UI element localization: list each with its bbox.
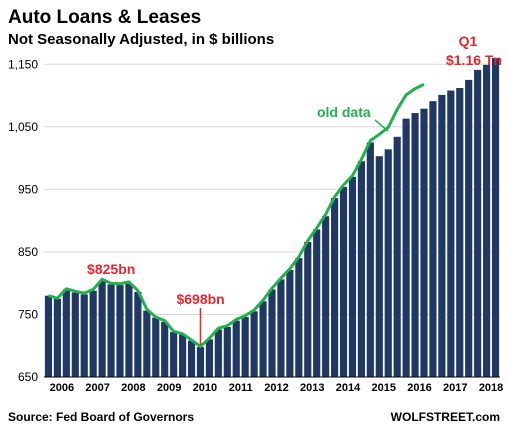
bar bbox=[205, 339, 213, 377]
bar bbox=[89, 290, 97, 377]
bar bbox=[295, 258, 303, 377]
bar bbox=[304, 241, 312, 377]
y-tick-label: 1,050 bbox=[8, 120, 38, 134]
x-tick-label: 2017 bbox=[443, 382, 467, 394]
bar bbox=[348, 176, 357, 377]
annotation-trough: $698bn bbox=[176, 291, 224, 307]
bar bbox=[152, 317, 160, 377]
x-tick-label: 2007 bbox=[85, 382, 109, 394]
bar bbox=[53, 298, 61, 377]
bar bbox=[411, 113, 419, 377]
bar bbox=[196, 346, 205, 377]
bar bbox=[393, 136, 401, 377]
x-tick-label: 2015 bbox=[372, 382, 396, 394]
bar bbox=[286, 270, 294, 377]
bar bbox=[241, 316, 249, 377]
y-tick-label: 750 bbox=[18, 307, 38, 321]
bar bbox=[429, 101, 437, 378]
bar bbox=[456, 88, 464, 377]
y-tick-label: 1,150 bbox=[8, 57, 38, 71]
bar bbox=[491, 58, 500, 377]
y-tick-label: 850 bbox=[18, 245, 38, 259]
x-tick-label: 2018 bbox=[479, 382, 503, 394]
bar bbox=[277, 279, 285, 377]
y-tick-label: 950 bbox=[18, 182, 38, 196]
bar bbox=[232, 320, 240, 377]
bar bbox=[322, 216, 330, 377]
bar bbox=[384, 149, 392, 377]
bar bbox=[71, 292, 79, 377]
bar bbox=[80, 294, 88, 377]
x-tick-label: 2008 bbox=[121, 382, 145, 394]
bar bbox=[483, 64, 491, 377]
bar bbox=[44, 295, 53, 377]
source-note: Source: Fed Board of Governors bbox=[8, 410, 194, 424]
bar bbox=[331, 198, 339, 377]
x-tick-label: 2010 bbox=[193, 382, 217, 394]
annotations: $825bn $698bn Q1 $1.16 Tn old data bbox=[87, 33, 502, 345]
bar bbox=[125, 283, 133, 377]
annotation-peak: $825bn bbox=[87, 261, 135, 277]
bar bbox=[357, 161, 365, 377]
bar bbox=[134, 291, 142, 377]
old-data-line bbox=[48, 82, 425, 348]
bar bbox=[339, 186, 348, 377]
bar bbox=[143, 310, 151, 377]
bar bbox=[465, 79, 473, 378]
chart-subtitle: Not Seasonally Adjusted, in $ billions bbox=[8, 31, 274, 48]
bar bbox=[313, 229, 321, 377]
bar bbox=[214, 329, 222, 377]
bars bbox=[44, 58, 500, 378]
x-tick-label: 2014 bbox=[336, 382, 361, 394]
annotation-q1: Q1 bbox=[459, 33, 478, 49]
bar bbox=[179, 334, 187, 377]
chart-title: Auto Loans & Leases bbox=[8, 7, 201, 28]
bar bbox=[250, 311, 258, 377]
annotation-latest-value: $1.16 Tn bbox=[446, 52, 502, 68]
bar bbox=[223, 326, 231, 377]
bar bbox=[420, 108, 428, 377]
bar bbox=[375, 156, 383, 377]
y-tick-label: 650 bbox=[18, 370, 38, 384]
x-tick-label: 2009 bbox=[157, 382, 181, 394]
bar bbox=[259, 301, 267, 377]
y-axis: 650 750 850 950 1,050 1,150 bbox=[8, 57, 38, 384]
x-tick-label: 2011 bbox=[229, 382, 253, 394]
bar bbox=[366, 142, 374, 377]
bar bbox=[474, 69, 482, 378]
bar bbox=[438, 94, 446, 377]
bar bbox=[187, 340, 196, 377]
x-tick-label: 2012 bbox=[264, 382, 288, 394]
bar bbox=[161, 321, 169, 377]
bar bbox=[116, 285, 124, 377]
bar bbox=[268, 289, 276, 377]
annotation-old-data-pointer bbox=[374, 119, 389, 132]
bar bbox=[447, 90, 455, 378]
bar bbox=[170, 331, 178, 377]
x-tick-label: 2006 bbox=[50, 382, 74, 394]
bar bbox=[98, 281, 106, 377]
x-tick-label: 2013 bbox=[300, 382, 324, 394]
x-tick-label: 2016 bbox=[407, 382, 431, 394]
x-axis: 2006 2007 2008 2009 2010 2011 2012 2013 2014 2015… bbox=[50, 382, 504, 394]
brand-label: WOLFSTREET.com bbox=[391, 410, 500, 424]
bar bbox=[107, 284, 115, 377]
bar bbox=[402, 118, 410, 377]
annotation-old-data: old data bbox=[317, 104, 371, 120]
bar bbox=[62, 289, 70, 377]
